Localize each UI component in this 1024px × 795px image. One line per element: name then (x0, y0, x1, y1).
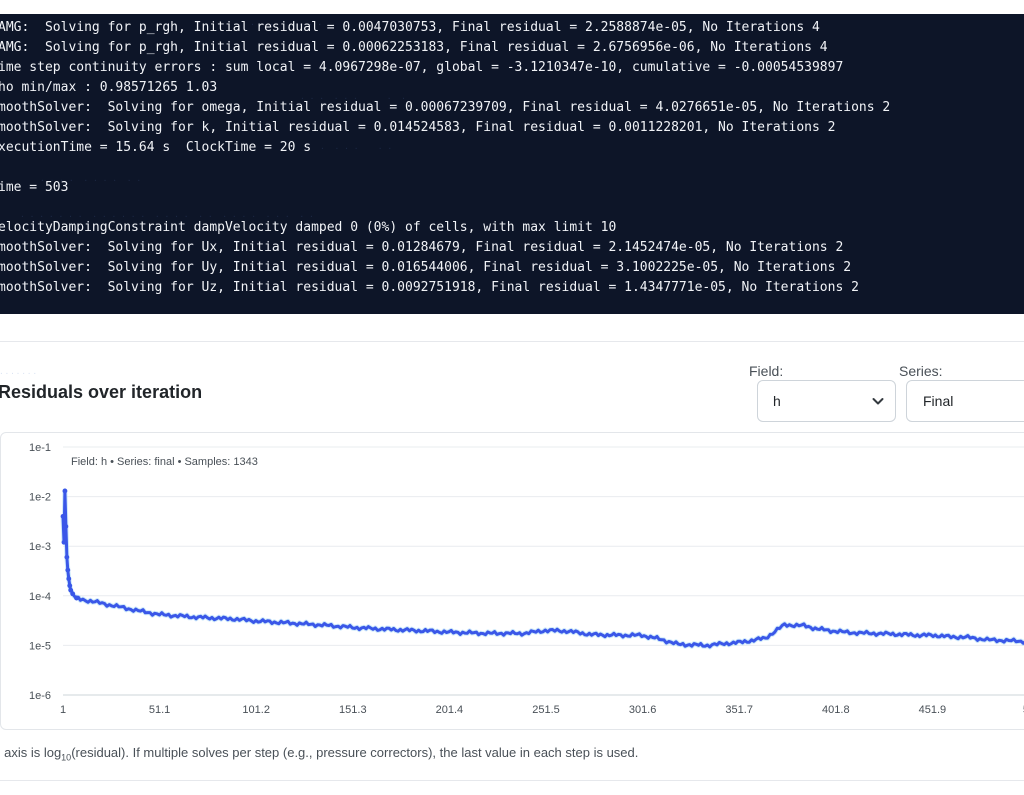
x-tick-label: 201.4 (436, 704, 464, 716)
series-label: Series: (899, 363, 943, 379)
series-line-glow (60, 488, 1024, 650)
series-select[interactable]: Final (906, 380, 1024, 422)
data-point (70, 591, 76, 597)
residual-chart: 1e-1 1e-2 1e-3 1e-4 1e-5 1e-6 1 51.1 101.2 151.3 2… (29, 442, 1024, 716)
data-point (65, 567, 71, 573)
data-point (67, 583, 73, 589)
terminal-line: elocityDampingConstraint dampVelocity da… (0, 220, 617, 235)
axis-note-prefix: ' axis is log (0, 745, 62, 760)
axis-note: ' axis is log10(residual). If multiple s… (0, 745, 638, 763)
chart-title: Residuals over iteration (0, 382, 203, 402)
data-point (74, 595, 79, 601)
chevron-down-icon (872, 398, 884, 405)
card-subtitle-artifact: . . . . . . . (0, 366, 37, 377)
terminal-line: moothSolver: Solving for Uy, Initial res… (0, 260, 852, 275)
field-select-value: h (773, 393, 781, 409)
chart-container: 1e-1 1e-2 1e-3 1e-4 1e-5 1e-6 1 51.1 101.2 151.3 2… (0, 432, 1024, 730)
terminal-line: ime step continuity errors : sum local =… (0, 60, 844, 75)
chart-caption: Field: h • Series: final • Samples: 1343 (71, 456, 258, 468)
y-tick-label: 1e-5 (29, 640, 51, 652)
x-tick-label: 1 (60, 704, 66, 716)
x-tick-label: 151.3 (339, 704, 367, 716)
field-select[interactable]: h (757, 380, 896, 422)
field-label: Field: (749, 363, 784, 379)
x-tick-label: 51.1 (149, 704, 170, 716)
card-bottom-border (0, 780, 1024, 781)
y-tick-label: 1e-4 (29, 591, 51, 603)
card-top-border (0, 341, 1024, 342)
data-point (63, 524, 69, 529)
terminal-line: moothSolver: Solving for Ux, Initial res… (0, 240, 844, 255)
y-tick-label: 1e-6 (29, 690, 51, 702)
terminal-artifact: . . . . . . (250, 18, 323, 27)
x-tick-label: 401.8 (822, 704, 850, 716)
data-point (68, 587, 74, 593)
x-tick-label: 351.7 (725, 704, 753, 716)
terminal-artifact: . . . . . . . . . . (40, 174, 142, 183)
terminal-line: moothSolver: Solving for k, Initial resi… (0, 120, 836, 135)
solver-log-terminal: . . . . . . . . . . . . . . . . . . . . … (0, 14, 1024, 314)
x-tick-label: 451.9 (919, 704, 947, 716)
terminal-line: AMG: Solving for p_rgh, Initial residual… (0, 20, 820, 35)
x-tick-label: 50 (1023, 704, 1024, 716)
data-point (64, 554, 70, 560)
terminal-artifact: . . . . . . . . . . . . . . . . . . . . … (20, 210, 314, 219)
terminal-artifact: . . . . . . . . (300, 92, 406, 101)
y-tick-label: 1e-1 (29, 442, 51, 454)
terminal-line: xecutionTime = 15.64 s ClockTime = 20 s (0, 140, 312, 155)
terminal-line: moothSolver: Solving for Uz, Initial res… (0, 280, 859, 295)
series-line (61, 489, 1024, 649)
terminal-line: ho min/max : 0.98571265 1.03 (0, 80, 218, 95)
y-tick-label: 1e-2 (29, 492, 51, 504)
y-tick-label: 1e-3 (29, 541, 51, 553)
data-point (66, 576, 72, 582)
x-tick-label: 251.5 (532, 704, 560, 716)
terminal-artifact: . . . . . . (320, 142, 393, 151)
axis-note-subscript: 10 (61, 752, 72, 763)
terminal-line: AMG: Solving for p_rgh, Initial residual… (0, 40, 828, 55)
data-point (62, 488, 68, 494)
data-point (61, 539, 67, 545)
axis-note-suffix: (residual). If multiple solves per step … (71, 745, 639, 760)
x-tick-label: 101.2 (242, 704, 270, 716)
x-tick-label: 301.6 (629, 704, 657, 716)
terminal-line: ime = 503 (0, 180, 69, 195)
terminal-line: moothSolver: Solving for omega, Initial … (0, 100, 891, 115)
data-point (60, 513, 66, 519)
series-select-value: Final (923, 393, 954, 409)
